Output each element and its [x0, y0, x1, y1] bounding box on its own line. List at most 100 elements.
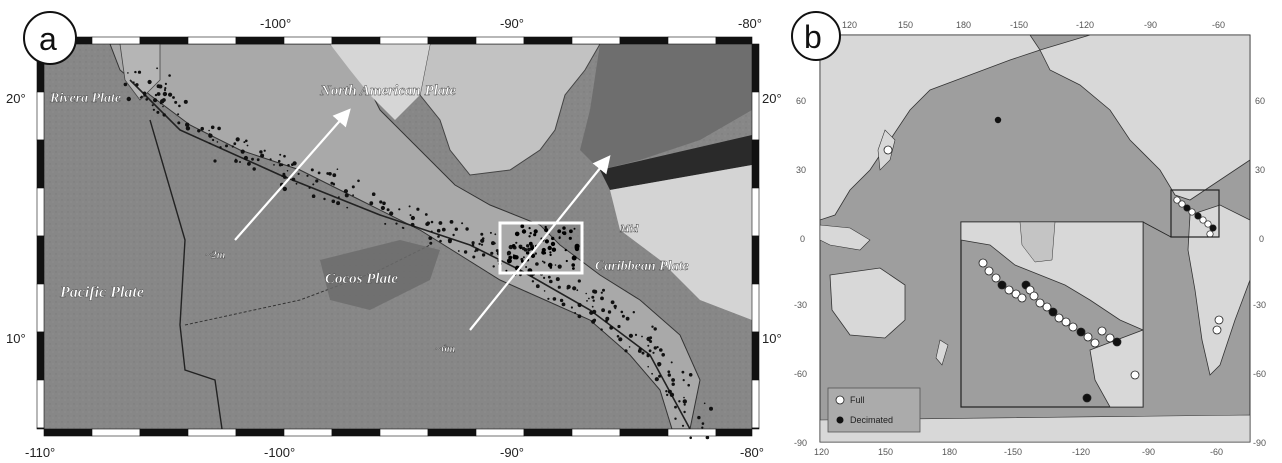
earthquake-dot — [247, 162, 251, 166]
earthquake-dot — [653, 327, 657, 331]
earthquake-dot — [408, 205, 411, 208]
earthquake-dot — [571, 255, 577, 261]
earthquake-dot — [651, 325, 654, 328]
earthquake-dot — [239, 161, 241, 163]
earthquake-dot — [543, 251, 547, 255]
frame-segment — [283, 428, 333, 437]
station-full — [1214, 315, 1224, 325]
frame-segment — [331, 36, 381, 45]
earthquake-dot — [343, 189, 348, 194]
earthquake-dot — [269, 158, 272, 161]
x-tick-b-top-2: 180 — [956, 20, 971, 30]
earthquake-dot — [273, 164, 275, 166]
earthquake-dot — [613, 304, 617, 309]
y-tick-left-0: 20° — [6, 91, 26, 106]
earthquake-dot — [154, 93, 158, 97]
station-full — [1042, 302, 1052, 312]
y-tick-right-1: 10° — [762, 331, 782, 346]
earthquake-dot — [674, 417, 677, 420]
earthquake-dot — [243, 155, 248, 161]
earthquake-dot — [543, 290, 546, 292]
earthquake-dot — [217, 126, 221, 131]
earthquake-dot — [126, 96, 131, 102]
frame-segment — [667, 428, 717, 437]
earthquake-dot — [436, 228, 441, 233]
station-full — [1004, 285, 1014, 295]
earthquake-dot — [472, 255, 476, 259]
earthquake-dot — [543, 276, 546, 279]
x-tick-b-bottom-2: 180 — [942, 447, 957, 457]
arrow-label-1: ~2m — [205, 249, 226, 261]
south-america-land — [1187, 204, 1251, 376]
earthquake-dot — [621, 314, 625, 318]
frame-segment — [523, 36, 573, 45]
earthquake-dot — [558, 237, 561, 240]
earthquake-dot — [547, 262, 553, 268]
earthquake-dot — [178, 104, 181, 108]
earthquake-dot — [311, 194, 316, 198]
earthquake-dot — [687, 383, 690, 387]
north-america-land — [1039, 34, 1251, 201]
earthquake-dot — [592, 299, 595, 302]
earthquake-dot — [233, 142, 237, 146]
earthquake-dot — [164, 87, 167, 90]
earthquake-dot — [562, 231, 567, 236]
earthquake-dot — [525, 266, 528, 268]
station-decimated — [1082, 393, 1092, 403]
earthquake-dot — [564, 248, 567, 252]
panel-a-map: North American Plate Rivera Plate Pacifi… — [6, 11, 782, 460]
x-tick-top-2: -80° — [738, 16, 762, 31]
earthquake-dot — [544, 225, 547, 229]
earthquake-dot — [600, 296, 604, 301]
frame-segment — [235, 36, 285, 45]
earthquake-dot — [559, 298, 564, 303]
earthquake-dot — [210, 125, 215, 130]
earthquake-dot — [520, 224, 525, 229]
earthquake-dot — [478, 242, 481, 246]
earthquake-dot — [549, 279, 553, 284]
y-tick-b-left-1: 30 — [796, 165, 806, 175]
earthquake-dot — [570, 306, 574, 309]
station-decimated — [1112, 337, 1122, 347]
frame-segment — [139, 428, 189, 437]
earthquake-dot — [681, 370, 685, 374]
earthquake-dot — [669, 392, 675, 397]
earthquake-dot — [515, 241, 518, 244]
earthquake-dot — [667, 370, 671, 374]
earthquake-dot — [430, 220, 434, 224]
station-full — [1090, 338, 1100, 348]
plate-label-cocos: Cocos Plate — [325, 271, 398, 287]
y-tick-b-right-2: 0 — [1259, 234, 1264, 244]
x-tick-b-top-0: 120 — [842, 20, 857, 30]
plate-label-north-american: North American Plate — [319, 83, 456, 99]
earthquake-dot — [647, 344, 650, 347]
earthquake-dot — [557, 229, 562, 234]
earthquake-dot — [263, 149, 266, 152]
station-full — [1105, 333, 1115, 343]
panel-badge-b-label: b — [804, 19, 822, 55]
earthquake-dot — [591, 305, 594, 308]
earthquake-dot — [252, 167, 256, 171]
earthquake-dot — [678, 400, 681, 403]
earthquake-dot — [143, 93, 147, 97]
earthquake-dot — [429, 241, 433, 245]
frame-segment — [36, 187, 45, 237]
earthquake-dot — [592, 309, 597, 314]
cayman-trough — [580, 44, 752, 170]
earthquake-dot — [474, 250, 477, 253]
frame-segment — [475, 36, 525, 45]
earthquake-dot — [671, 378, 675, 382]
earthquake-dot — [576, 289, 579, 292]
frame-segment — [91, 428, 141, 437]
caribbean-sea — [610, 165, 752, 320]
earthquake-dot — [441, 227, 446, 232]
earthquake-dot — [551, 247, 557, 252]
earthquake-dot — [550, 241, 556, 247]
earthquake-dot — [153, 98, 158, 103]
frame-segment — [43, 428, 93, 437]
frame-segment — [427, 428, 477, 437]
station-decimated — [1076, 327, 1086, 337]
x-tick-b-top-1: 150 — [898, 20, 913, 30]
earthquake-dot — [185, 122, 190, 127]
earthquake-dot — [671, 382, 675, 386]
